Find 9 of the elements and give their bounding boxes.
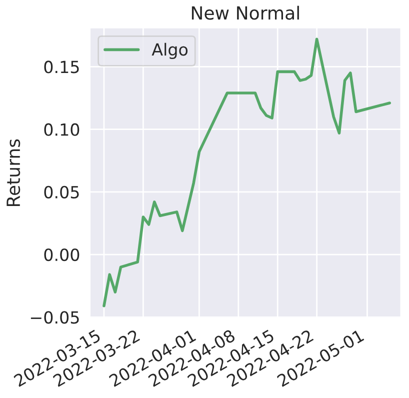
y-tick-label: −0.05 xyxy=(30,311,79,324)
y-tick-label: 0.00 xyxy=(44,248,80,262)
legend-label: Algo xyxy=(152,42,188,59)
y-tick-label: 0.15 xyxy=(44,60,79,74)
y-tick-label: 0.05 xyxy=(44,186,79,198)
y-tick-label: 0.10 xyxy=(44,123,80,136)
line-series xyxy=(102,38,392,308)
chart-title: New Normal xyxy=(192,6,299,20)
y-axis-title: Returns xyxy=(6,139,20,206)
